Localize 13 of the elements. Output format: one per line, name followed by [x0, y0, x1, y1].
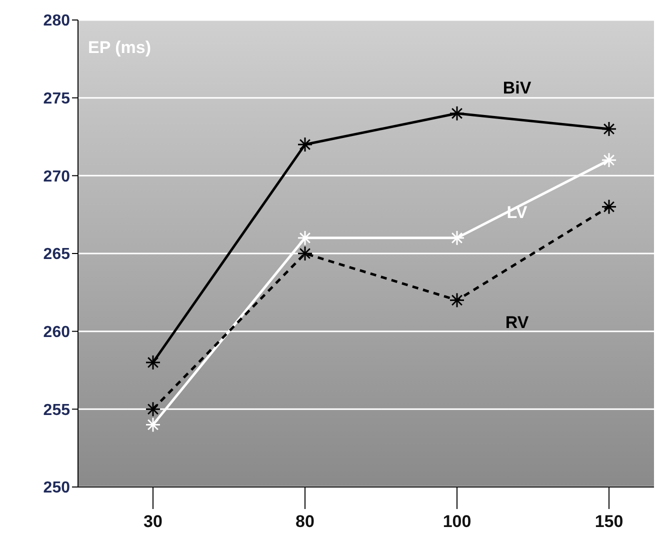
text: RV	[505, 313, 530, 332]
y-tick-label: 260	[43, 324, 70, 342]
y-tick-label: 255	[43, 402, 70, 419]
x-tick-label: 150	[594, 512, 624, 532]
y-tick-label: 280	[43, 12, 70, 30]
x-tick-label: 30	[144, 512, 162, 532]
x-tick-label: 100	[442, 512, 472, 532]
y-tick-label: 250	[43, 480, 70, 497]
y-tick-label: 270	[43, 168, 70, 186]
series-label: BiV	[502, 78, 532, 98]
y-tick-label: 275	[43, 90, 70, 108]
y-tick-label: 265	[43, 246, 70, 264]
x-tick-label: 80	[296, 512, 314, 532]
